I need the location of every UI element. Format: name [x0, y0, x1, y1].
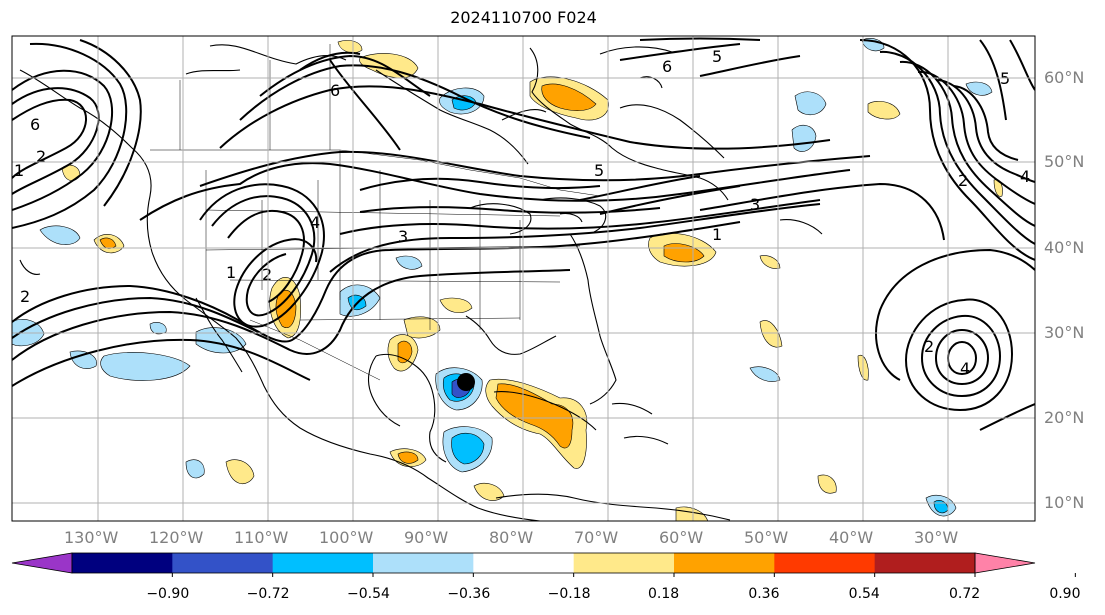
- contour-label: 6: [330, 81, 340, 100]
- anomaly-negative: [39, 225, 81, 245]
- graticule: [12, 36, 1035, 521]
- colorbar-tick-label: 0.18: [648, 586, 680, 602]
- contours: [12, 37, 1035, 431]
- latitude-label: 40°N: [1044, 238, 1085, 257]
- colorbar-segment: [573, 553, 675, 573]
- anomaly-positive: [817, 474, 837, 494]
- contour-label: 4: [310, 213, 320, 232]
- anomaly-negative: [185, 459, 205, 479]
- longitude-label: 50°W: [744, 528, 789, 547]
- longitude-label: 110°W: [234, 528, 289, 547]
- anomaly-negative: [791, 124, 817, 152]
- anomaly-positive: [439, 297, 473, 313]
- anomaly-positive-mid: [397, 451, 419, 464]
- contour-label: 2: [924, 337, 934, 356]
- storm-center-marker: [457, 373, 475, 391]
- colorbar-tick-label: 0.90: [1049, 586, 1081, 602]
- anomaly-positive: [403, 316, 441, 339]
- longitude-label: 100°W: [319, 528, 374, 547]
- anomaly-negative: [149, 322, 167, 335]
- colorbar: [11, 552, 1076, 577]
- longitude-label: 90°W: [404, 528, 449, 547]
- colorbar-tick-label: 0.36: [748, 586, 780, 602]
- longitude-label: 130°W: [64, 528, 119, 547]
- contour-label: 5: [594, 161, 604, 180]
- anomaly-positive: [473, 483, 505, 501]
- anomaly-positive: [867, 101, 901, 120]
- contour-label: 2: [262, 265, 272, 284]
- map-frame: [11, 35, 1036, 522]
- colorbar-segment: [674, 553, 775, 573]
- contour-label: 6: [662, 57, 672, 76]
- colorbar-extend-low: [11, 552, 73, 574]
- contour-label: 2: [20, 287, 30, 306]
- anomaly-positive: [675, 506, 708, 521]
- anomaly-negative: [965, 81, 993, 96]
- latitude-label: 10°N: [1044, 493, 1085, 512]
- contour-label: 3: [398, 227, 408, 246]
- contour-label: 6: [30, 115, 40, 134]
- colorbar-extend-high: [974, 552, 1036, 574]
- colorbar-segment: [172, 553, 274, 573]
- colorbar-tick-label: −0.36: [447, 586, 491, 602]
- colorbar-segment: [373, 553, 474, 573]
- longitude-label: 70°W: [574, 528, 619, 547]
- colorbar-segment: [272, 553, 374, 573]
- anomaly-negative: [395, 255, 423, 270]
- colorbar-tick-label: −0.18: [547, 586, 591, 602]
- contour-label: 3: [750, 195, 760, 214]
- contour-label: 2: [36, 147, 46, 166]
- colorbar-tick-label: −0.54: [347, 586, 390, 602]
- colorbar-segment: [72, 553, 173, 573]
- contour-label: 1: [14, 161, 24, 180]
- anomaly-positive-mid: [99, 237, 117, 249]
- contour-labels: 5 6 6 5 3 1 4 3 1 2 2 4 5 2 4 6 2 1 2: [14, 47, 1030, 378]
- anomaly-negative-mid: [451, 432, 485, 465]
- map-area: 5 6 6 5 3 1 4 3 1 2 2 4 5 2 4 6 2 1 2: [12, 37, 1035, 521]
- anomaly-positive: [225, 459, 255, 484]
- colorbar-tick-label: 0.72: [949, 586, 981, 602]
- anomaly-positive: [759, 255, 781, 269]
- colorbar-frame: [71, 552, 976, 574]
- contour-label: 5: [712, 47, 722, 66]
- anomaly-positive: [337, 40, 363, 54]
- longitude-label: 120°W: [149, 528, 204, 547]
- anomaly-negative: [100, 352, 191, 381]
- latitude-label: 30°N: [1044, 323, 1085, 342]
- contour-label: 2: [958, 171, 968, 190]
- latitude-label: 20°N: [1044, 408, 1085, 427]
- contour-label: 4: [960, 359, 970, 378]
- colorbar-segment: [774, 553, 876, 573]
- colorbar-segment: [473, 553, 575, 573]
- longitude-label: 60°W: [659, 528, 704, 547]
- anomaly-negative: [794, 91, 827, 116]
- latitude-label: 50°N: [1044, 152, 1085, 171]
- longitude-label: 30°W: [914, 528, 959, 547]
- colorbar-tick-label: 0.54: [848, 586, 880, 602]
- latitude-label: 60°N: [1044, 68, 1085, 87]
- colorbar-tick-label: −0.72: [246, 586, 290, 602]
- map-title: 2024110700 F024: [450, 8, 597, 27]
- contour-label: 1: [226, 263, 236, 282]
- anomaly-positive-mid: [541, 83, 597, 111]
- anomaly-positive: [759, 320, 783, 348]
- colorbar-tick-label: −0.90: [146, 586, 190, 602]
- longitude-label: 80°W: [489, 528, 534, 547]
- longitude-label: 40°W: [829, 528, 874, 547]
- contour-label: 1: [712, 225, 722, 244]
- anomaly-negative: [749, 366, 781, 382]
- shaded-anomalies: [12, 38, 1003, 521]
- anomaly-positive-mid: [275, 289, 297, 328]
- anomaly-negative: [69, 350, 97, 369]
- colorbar-segment: [874, 553, 976, 573]
- contour-label: 4: [1020, 167, 1030, 186]
